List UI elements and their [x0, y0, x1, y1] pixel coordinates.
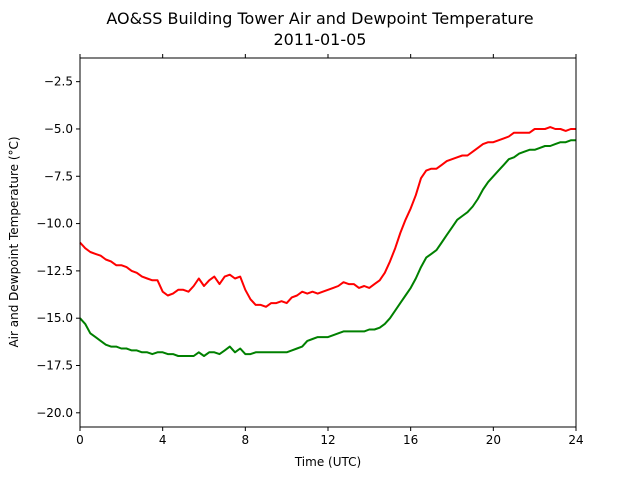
y-tick-label: −2.5 — [44, 75, 73, 89]
y-tick-label: −20.0 — [36, 406, 73, 420]
y-axis-label: Air and Dewpoint Temperature (°C) — [7, 136, 21, 347]
x-tick-label: 24 — [568, 433, 583, 447]
y-tick-label: −17.5 — [36, 359, 73, 373]
x-tick-label: 16 — [403, 433, 418, 447]
x-axis-label: Time (UTC) — [294, 455, 361, 469]
x-tick-label: 0 — [76, 433, 84, 447]
y-tick-label: −12.5 — [36, 264, 73, 278]
y-tick-label: −5.0 — [44, 122, 73, 136]
plot-frame — [79, 57, 577, 428]
chart-title: AO&SS Building Tower Air and Dewpoint Te… — [106, 9, 533, 28]
chart-subtitle: 2011-01-05 — [274, 30, 367, 49]
y-tick-label: −10.0 — [36, 217, 73, 231]
x-tick-label: 8 — [242, 433, 250, 447]
ticks-layer: 0 4 8 12 16 20 24 −20.0 −17.5 −15.0 −12.5 −10.0 −7.5… — [36, 54, 584, 447]
y-tick-label: −7.5 — [44, 169, 73, 183]
x-tick-label: 20 — [486, 433, 501, 447]
x-tick-label: 12 — [320, 433, 335, 447]
y-tick-label: −15.0 — [36, 311, 73, 325]
x-tick-label: 4 — [159, 433, 167, 447]
series-layer — [79, 126, 576, 357]
series-line-2 — [79, 139, 576, 357]
series-line-1 — [79, 126, 576, 308]
